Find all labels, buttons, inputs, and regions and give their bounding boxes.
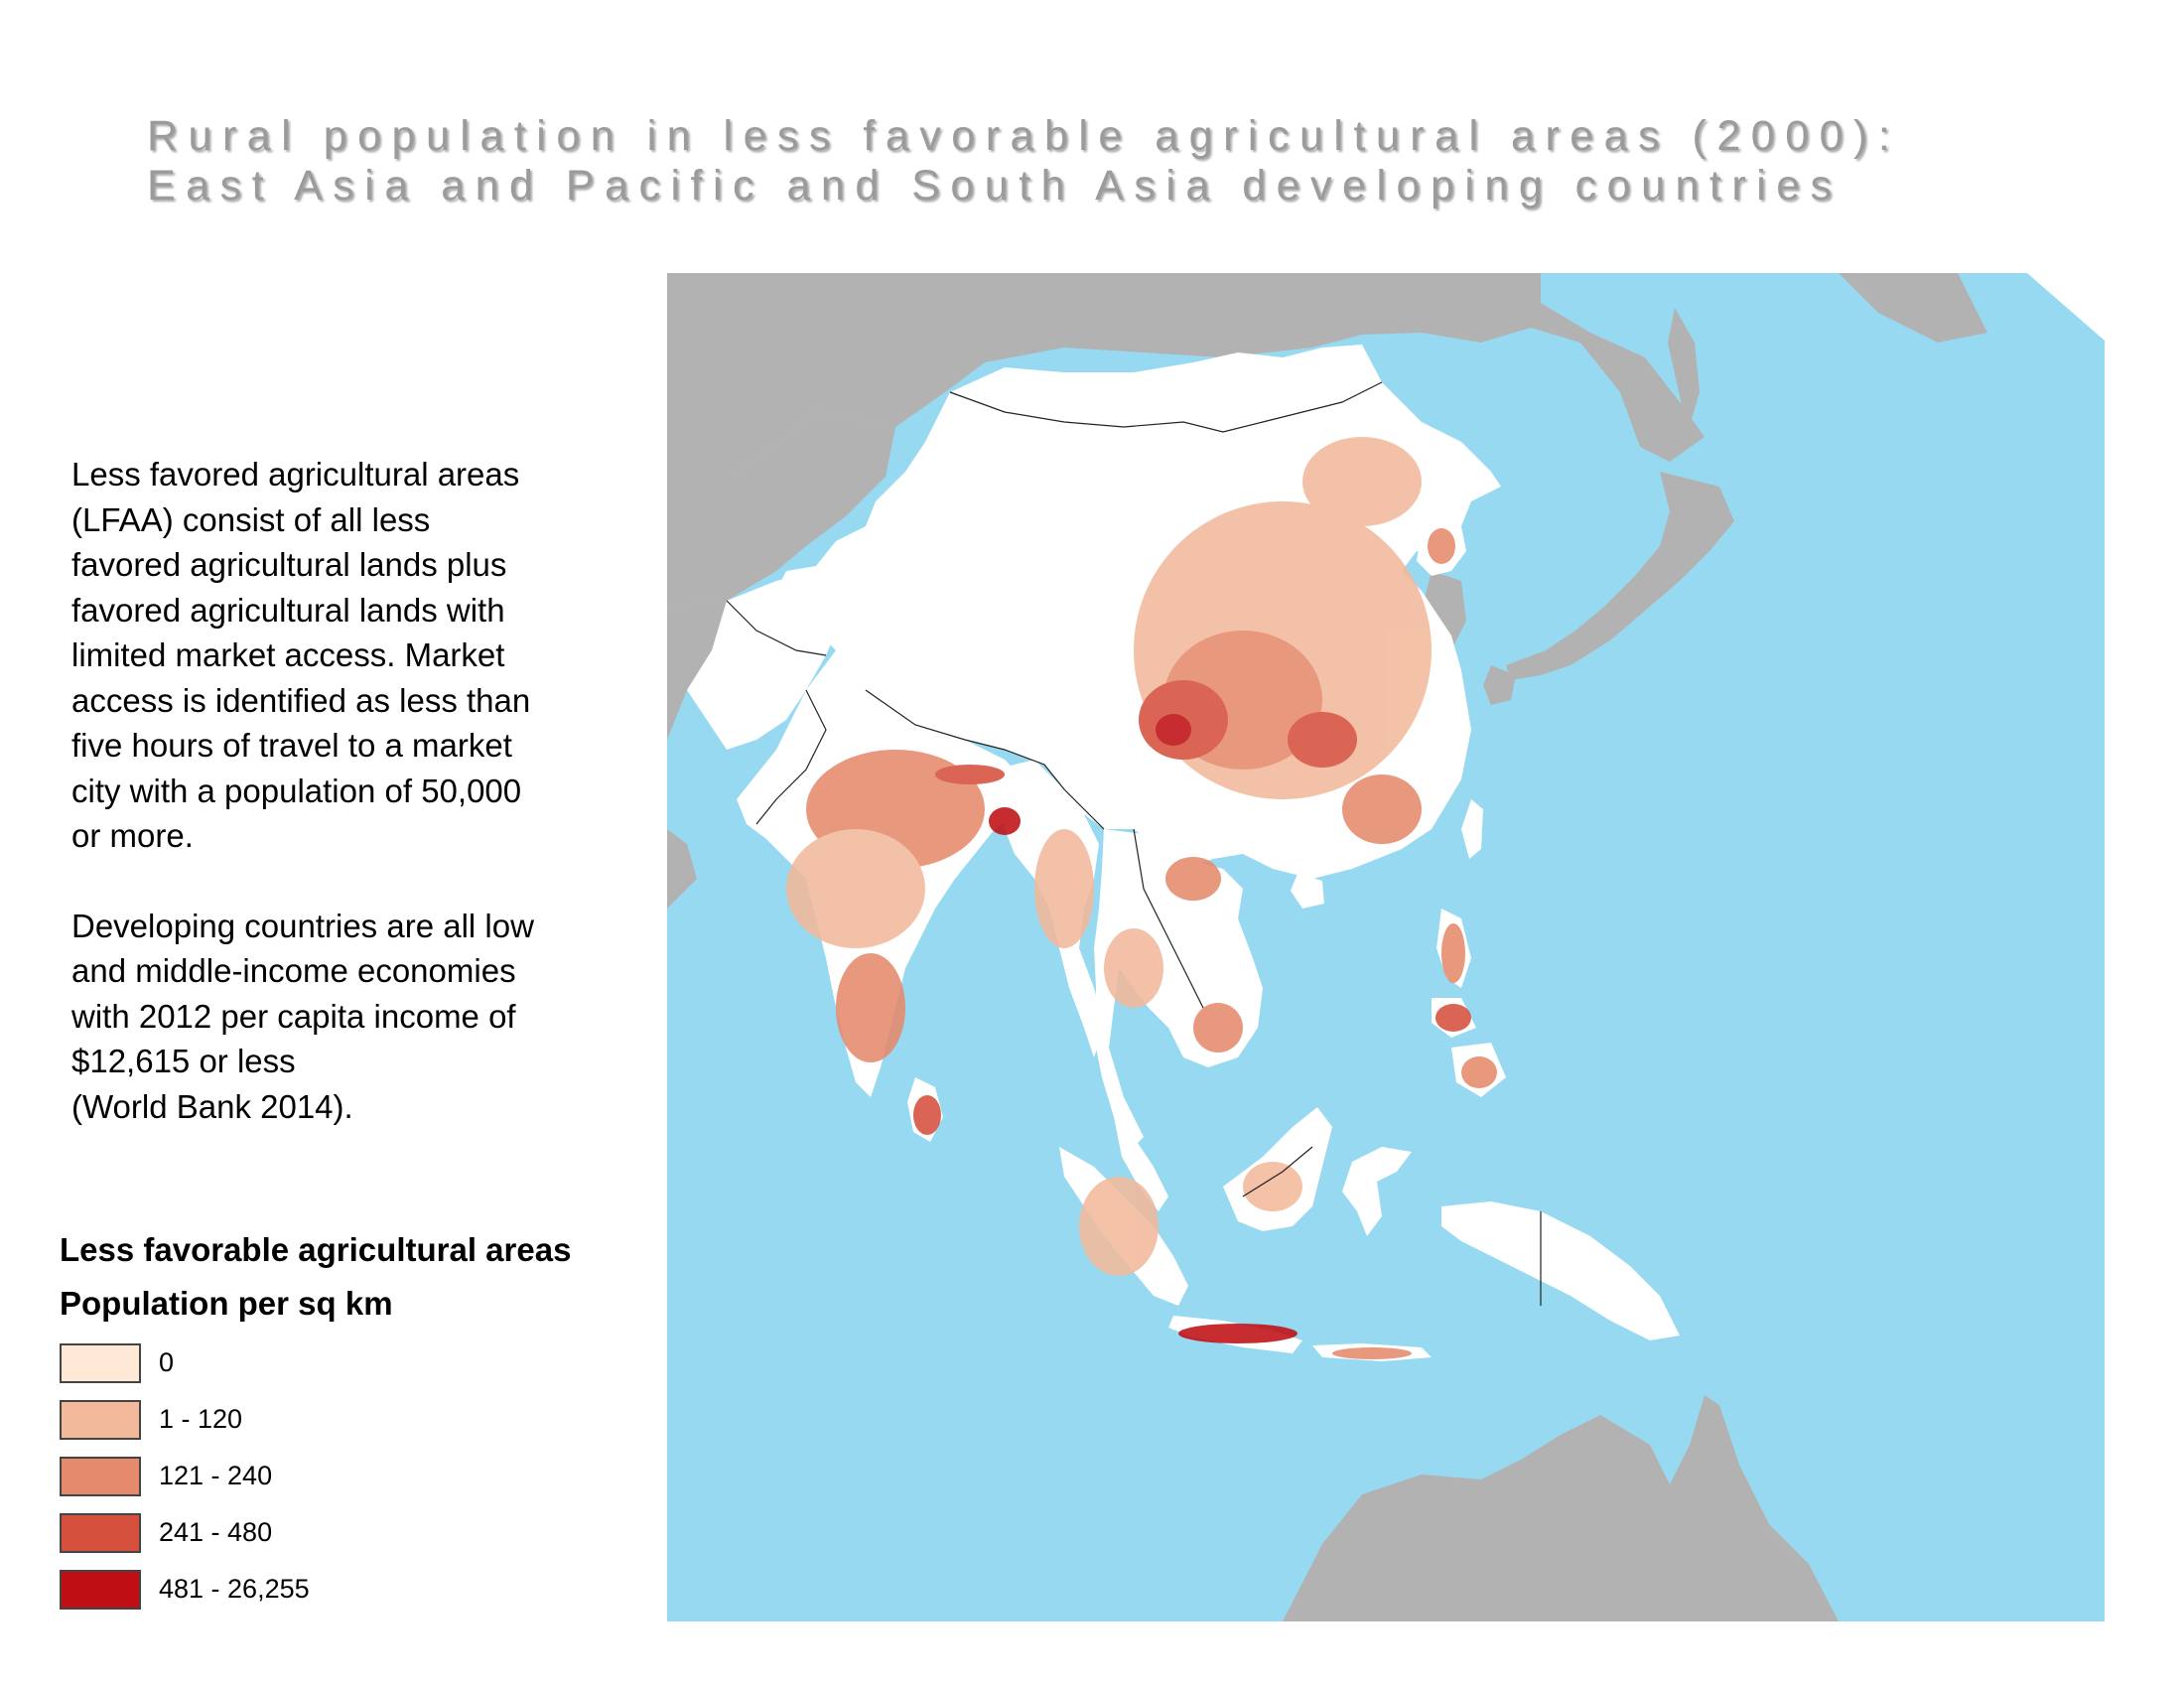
land-russia: [667, 273, 1705, 492]
density-yangtze: [1288, 712, 1357, 768]
land-middle-east: [667, 601, 727, 740]
land-japan: [1506, 472, 1734, 680]
land-sulawesi: [1342, 1147, 1412, 1236]
land-australia: [1283, 1395, 1839, 1621]
legend-label: 1 - 120: [159, 1404, 243, 1434]
description-lfaa: Less favored agricultural areas (LFAA) c…: [71, 456, 531, 854]
legend-swatch: [60, 1569, 141, 1610]
density-java: [1178, 1324, 1297, 1343]
density-sri-lanka: [913, 1095, 941, 1135]
density-fujian: [1342, 774, 1422, 844]
land-taiwan: [1461, 799, 1483, 859]
border-afghanistan-pakistan: [726, 600, 827, 656]
legend-item: 1 - 120: [60, 1391, 675, 1448]
border-borneo: [1242, 1146, 1313, 1197]
density-vietnam-south: [1193, 1003, 1243, 1053]
legend-item: 481 - 26,255: [60, 1561, 675, 1618]
border-china-south: [865, 689, 1105, 830]
land-arabia: [667, 829, 697, 909]
land-kamchatka: [1839, 273, 1987, 343]
land-new-guinea: [1441, 1201, 1680, 1340]
legend-item: 0: [60, 1335, 675, 1391]
land-hainan: [1291, 874, 1324, 909]
density-nepal: [935, 765, 1005, 784]
legend-label: 121 - 240: [159, 1461, 273, 1490]
density-bengal: [989, 807, 1021, 835]
land-malay-peninsula: [1114, 1117, 1168, 1211]
border-india-pakistan: [755, 689, 827, 825]
map-title: Rural population in less favorable agric…: [147, 111, 2113, 211]
density-northeast: [1302, 437, 1422, 526]
legend-item: 121 - 240: [60, 1448, 675, 1504]
legend-item: 241 - 480: [60, 1504, 675, 1561]
description-developing: Developing countries are all low and mid…: [71, 907, 534, 1125]
map-svg: [667, 273, 2105, 1621]
density-myanmar: [1034, 829, 1094, 948]
legend: Less favorable agricultural areas Popula…: [60, 1229, 675, 1618]
land-afghanistan-pakistan: [687, 571, 841, 750]
map-title-line-2: East Asia and Pacific and South Asia dev…: [147, 162, 1843, 210]
legend-label: 241 - 480: [159, 1517, 273, 1547]
legend-subheading: Population per sq km: [60, 1285, 393, 1322]
land-central-asia: [667, 412, 895, 606]
border-mongolia-china: [949, 381, 1383, 433]
legend-heading: Less favorable agricultural areas: [60, 1231, 572, 1268]
land-indochina: [1094, 829, 1263, 1147]
density-india-south: [836, 953, 905, 1062]
legend-label: 481 - 26,255: [159, 1574, 310, 1604]
land-kyushu: [1483, 665, 1516, 705]
density-vietnam-north: [1165, 857, 1221, 901]
density-overlay: [786, 437, 1497, 1359]
description-panel: Less favored agricultural areas (LFAA) c…: [71, 452, 667, 1174]
density-visayas: [1435, 1004, 1471, 1032]
density-borneo: [1243, 1162, 1302, 1211]
map-frame[interactable]: [667, 273, 2105, 1621]
density-luzon: [1441, 923, 1465, 983]
border-indochina: [1133, 828, 1204, 1009]
legend-swatch: [60, 1399, 141, 1440]
legend-label: 0: [159, 1347, 175, 1377]
country-borders: [726, 381, 1542, 1306]
legend-swatch: [60, 1512, 141, 1553]
density-lesser-sunda: [1332, 1347, 1412, 1359]
density-sumatra: [1079, 1177, 1159, 1276]
density-sichuan-core: [1156, 714, 1191, 746]
density-mindanao: [1461, 1056, 1497, 1088]
density-korea: [1428, 528, 1455, 564]
density-thailand: [1104, 928, 1163, 1008]
legend-swatch: [60, 1342, 141, 1383]
density-india-central: [786, 829, 925, 948]
land-sakhalin: [1668, 308, 1700, 432]
map-title-line-1: Rural population in less favorable agric…: [147, 112, 1901, 160]
legend-swatch: [60, 1456, 141, 1496]
